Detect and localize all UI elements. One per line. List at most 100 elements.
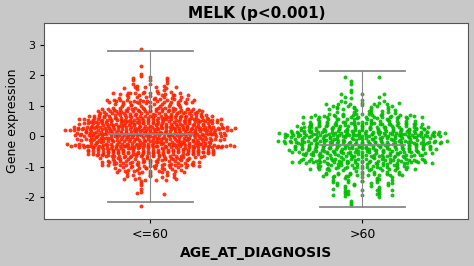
Point	[387, 137, 395, 142]
Point	[169, 167, 176, 171]
Point	[134, 120, 141, 124]
Point	[127, 137, 134, 141]
Point	[342, 194, 349, 198]
Point	[218, 144, 226, 148]
Point	[155, 136, 162, 140]
Point	[180, 169, 187, 174]
Point	[364, 117, 371, 121]
Point	[291, 144, 298, 148]
Point	[133, 87, 141, 91]
Point	[322, 138, 330, 143]
Point	[356, 133, 363, 137]
Point	[403, 115, 411, 120]
Point	[153, 159, 160, 163]
Point	[158, 170, 166, 174]
Point	[359, 123, 366, 127]
Point	[328, 158, 336, 163]
Point	[207, 138, 214, 142]
Point	[74, 126, 82, 130]
Point	[331, 122, 338, 126]
Point	[368, 113, 376, 117]
Point	[113, 118, 120, 123]
Point	[122, 115, 130, 119]
Point	[108, 142, 115, 146]
Point	[307, 122, 315, 126]
Point	[141, 178, 149, 182]
Point	[176, 130, 184, 134]
Point	[369, 130, 376, 134]
Point	[164, 134, 172, 139]
Point	[95, 113, 103, 117]
Point	[298, 139, 306, 144]
Point	[135, 121, 143, 125]
Point	[189, 149, 197, 153]
Point	[88, 138, 96, 143]
Point	[376, 190, 383, 194]
Point	[155, 133, 163, 137]
Point	[146, 173, 154, 177]
Point	[177, 108, 184, 112]
Point	[367, 120, 375, 124]
Point	[374, 180, 381, 185]
Point	[162, 114, 169, 118]
Point	[130, 127, 138, 132]
Point	[145, 144, 152, 148]
Point	[346, 102, 354, 106]
Point	[66, 127, 73, 132]
Point	[429, 131, 437, 135]
Point	[164, 150, 172, 155]
Point	[384, 181, 392, 185]
Point	[374, 165, 381, 169]
Point	[159, 147, 167, 151]
Point	[94, 146, 101, 151]
Point	[184, 149, 192, 153]
Point	[125, 139, 133, 143]
Point	[333, 134, 340, 138]
Point	[135, 171, 142, 176]
Point	[321, 148, 328, 153]
Point	[343, 127, 351, 131]
Point	[337, 99, 345, 103]
Point	[394, 114, 402, 119]
Point	[401, 150, 408, 155]
Point	[418, 122, 426, 126]
Point	[93, 153, 100, 157]
Point	[347, 201, 355, 206]
Point	[146, 171, 154, 175]
Point	[85, 114, 93, 118]
Point	[174, 161, 182, 165]
Point	[184, 93, 191, 97]
Point	[210, 143, 218, 147]
Point	[366, 127, 374, 131]
Point	[432, 147, 440, 152]
Point	[331, 150, 338, 155]
Point	[181, 118, 189, 122]
Point	[126, 114, 134, 118]
Point	[92, 124, 100, 129]
Point	[137, 114, 144, 118]
Point	[139, 148, 146, 152]
Point	[209, 120, 216, 125]
Point	[121, 154, 129, 158]
Point	[144, 156, 151, 160]
Point	[138, 115, 146, 120]
Point	[92, 140, 100, 145]
Point	[322, 124, 329, 128]
Point	[374, 178, 381, 182]
Point	[405, 135, 413, 140]
Point	[382, 133, 389, 137]
Point	[146, 160, 154, 165]
Point	[390, 126, 397, 130]
Point	[100, 115, 108, 119]
Point	[199, 150, 207, 154]
Point	[383, 140, 391, 144]
Point	[185, 156, 192, 160]
Point	[108, 146, 115, 150]
Point	[110, 154, 118, 158]
Point	[171, 130, 179, 134]
Point	[371, 170, 378, 174]
Point	[344, 189, 351, 193]
Point	[365, 168, 373, 172]
Point	[359, 120, 366, 124]
Point	[137, 154, 145, 159]
